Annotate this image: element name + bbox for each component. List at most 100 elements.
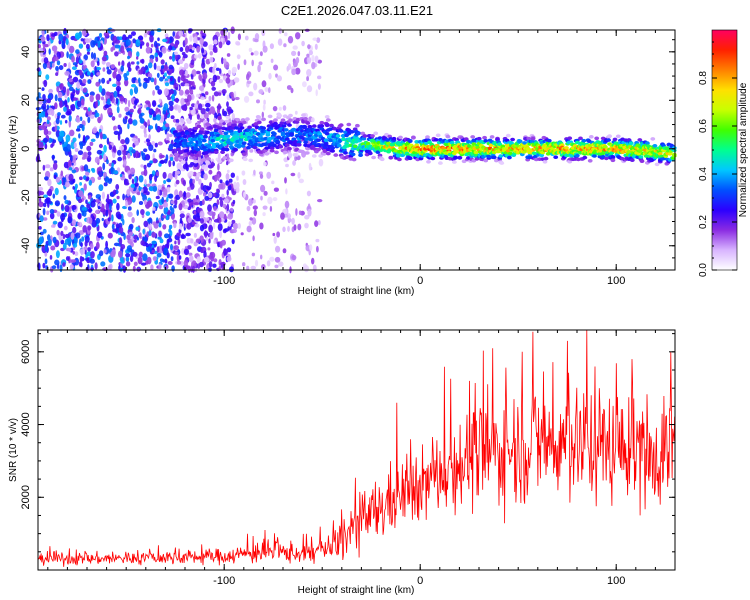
noise-blob xyxy=(74,148,79,152)
noise-blob xyxy=(89,91,95,96)
noise-blob xyxy=(151,249,155,254)
ridge-blob xyxy=(482,135,487,140)
noise-blob xyxy=(155,56,159,62)
noise-blob xyxy=(78,230,85,235)
noise-blob xyxy=(187,245,192,250)
ridge-blob xyxy=(530,136,536,141)
noise-blob xyxy=(197,263,201,269)
noise-blob xyxy=(202,41,208,47)
noise-blob xyxy=(237,63,240,70)
noise-blob xyxy=(59,120,63,125)
noise-blob xyxy=(225,180,229,186)
noise-blob xyxy=(295,32,301,40)
noise-blob xyxy=(246,205,251,212)
noise-blob xyxy=(230,91,234,98)
noise-blob xyxy=(187,164,194,168)
ridge-blob xyxy=(311,124,317,128)
noise-blob xyxy=(156,171,160,177)
noise-blob xyxy=(170,200,175,205)
noise-blob xyxy=(110,64,116,69)
noise-blob xyxy=(147,200,153,208)
noise-blob xyxy=(234,96,240,101)
noise-blob xyxy=(136,51,140,58)
noise-blob xyxy=(77,222,80,226)
ridge-blob xyxy=(324,123,330,128)
noise-blob xyxy=(94,156,100,164)
noise-blob xyxy=(68,159,72,167)
noise-blob xyxy=(152,221,157,226)
noise-blob xyxy=(102,162,106,171)
ridge-blob xyxy=(367,151,373,156)
noise-blob xyxy=(185,45,190,53)
noise-blob xyxy=(191,46,196,51)
noise-blob xyxy=(95,133,100,139)
noise-blob xyxy=(216,188,220,194)
noise-blob xyxy=(208,192,213,199)
noise-blob xyxy=(185,158,188,162)
noise-blob xyxy=(164,258,168,264)
noise-blob xyxy=(120,65,124,72)
noise-blob xyxy=(118,61,121,66)
noise-blob xyxy=(181,248,185,255)
ridge-blob xyxy=(507,155,512,160)
noise-blob xyxy=(127,123,130,130)
noise-blob xyxy=(110,166,114,172)
noise-blob xyxy=(126,234,131,241)
noise-blob xyxy=(162,38,168,43)
noise-blob xyxy=(157,141,163,146)
noise-blob xyxy=(150,29,155,37)
noise-blob xyxy=(42,217,48,221)
noise-blob xyxy=(144,100,151,105)
noise-blob xyxy=(125,256,130,262)
noise-blob xyxy=(212,66,216,75)
noise-blob xyxy=(181,105,188,111)
noise-blob xyxy=(173,245,179,251)
noise-blob xyxy=(168,133,173,138)
ridge-blob xyxy=(604,156,609,161)
noise-blob xyxy=(178,203,183,211)
noise-blob xyxy=(59,130,65,138)
noise-blob xyxy=(182,163,189,170)
noise-blob xyxy=(54,125,58,132)
noise-blob xyxy=(111,223,115,230)
noise-blob xyxy=(258,89,264,95)
noise-blob xyxy=(184,37,188,45)
noise-blob xyxy=(67,97,70,103)
noise-blob xyxy=(64,238,70,245)
noise-blob xyxy=(179,210,185,215)
colorbar-tick-label: 0.0 xyxy=(698,263,709,277)
noise-blob xyxy=(99,155,103,160)
noise-blob xyxy=(153,40,158,48)
noise-blob xyxy=(127,201,131,206)
noise-blob xyxy=(150,43,154,48)
ridge-blob xyxy=(610,155,616,160)
noise-blob xyxy=(152,185,158,192)
snr-x-axis-label: Height of straight line (km) xyxy=(298,585,415,596)
ridge-blob xyxy=(275,139,280,144)
noise-blob xyxy=(263,190,268,196)
noise-blob xyxy=(78,69,83,76)
noise-blob xyxy=(163,188,168,196)
noise-blob xyxy=(199,210,205,219)
noise-blob xyxy=(47,39,51,47)
noise-blob xyxy=(44,176,49,181)
noise-blob xyxy=(275,245,281,253)
ridge-blob xyxy=(205,160,210,164)
noise-blob xyxy=(73,242,78,248)
noise-blob xyxy=(49,167,54,172)
noise-blob xyxy=(148,144,154,152)
noise-blob xyxy=(67,216,72,224)
ridge-blob xyxy=(292,153,298,157)
noise-blob xyxy=(219,199,224,208)
noise-blob xyxy=(209,219,212,227)
noise-blob xyxy=(54,102,58,110)
noise-blob xyxy=(115,223,120,229)
colorbar-tick-label: 0.2 xyxy=(698,215,709,229)
noise-blob xyxy=(280,212,285,220)
noise-blob xyxy=(297,172,301,179)
noise-blob xyxy=(89,243,94,250)
noise-blob xyxy=(166,196,169,203)
noise-blob xyxy=(185,192,191,198)
noise-blob xyxy=(236,181,240,189)
noise-blob xyxy=(158,230,162,238)
